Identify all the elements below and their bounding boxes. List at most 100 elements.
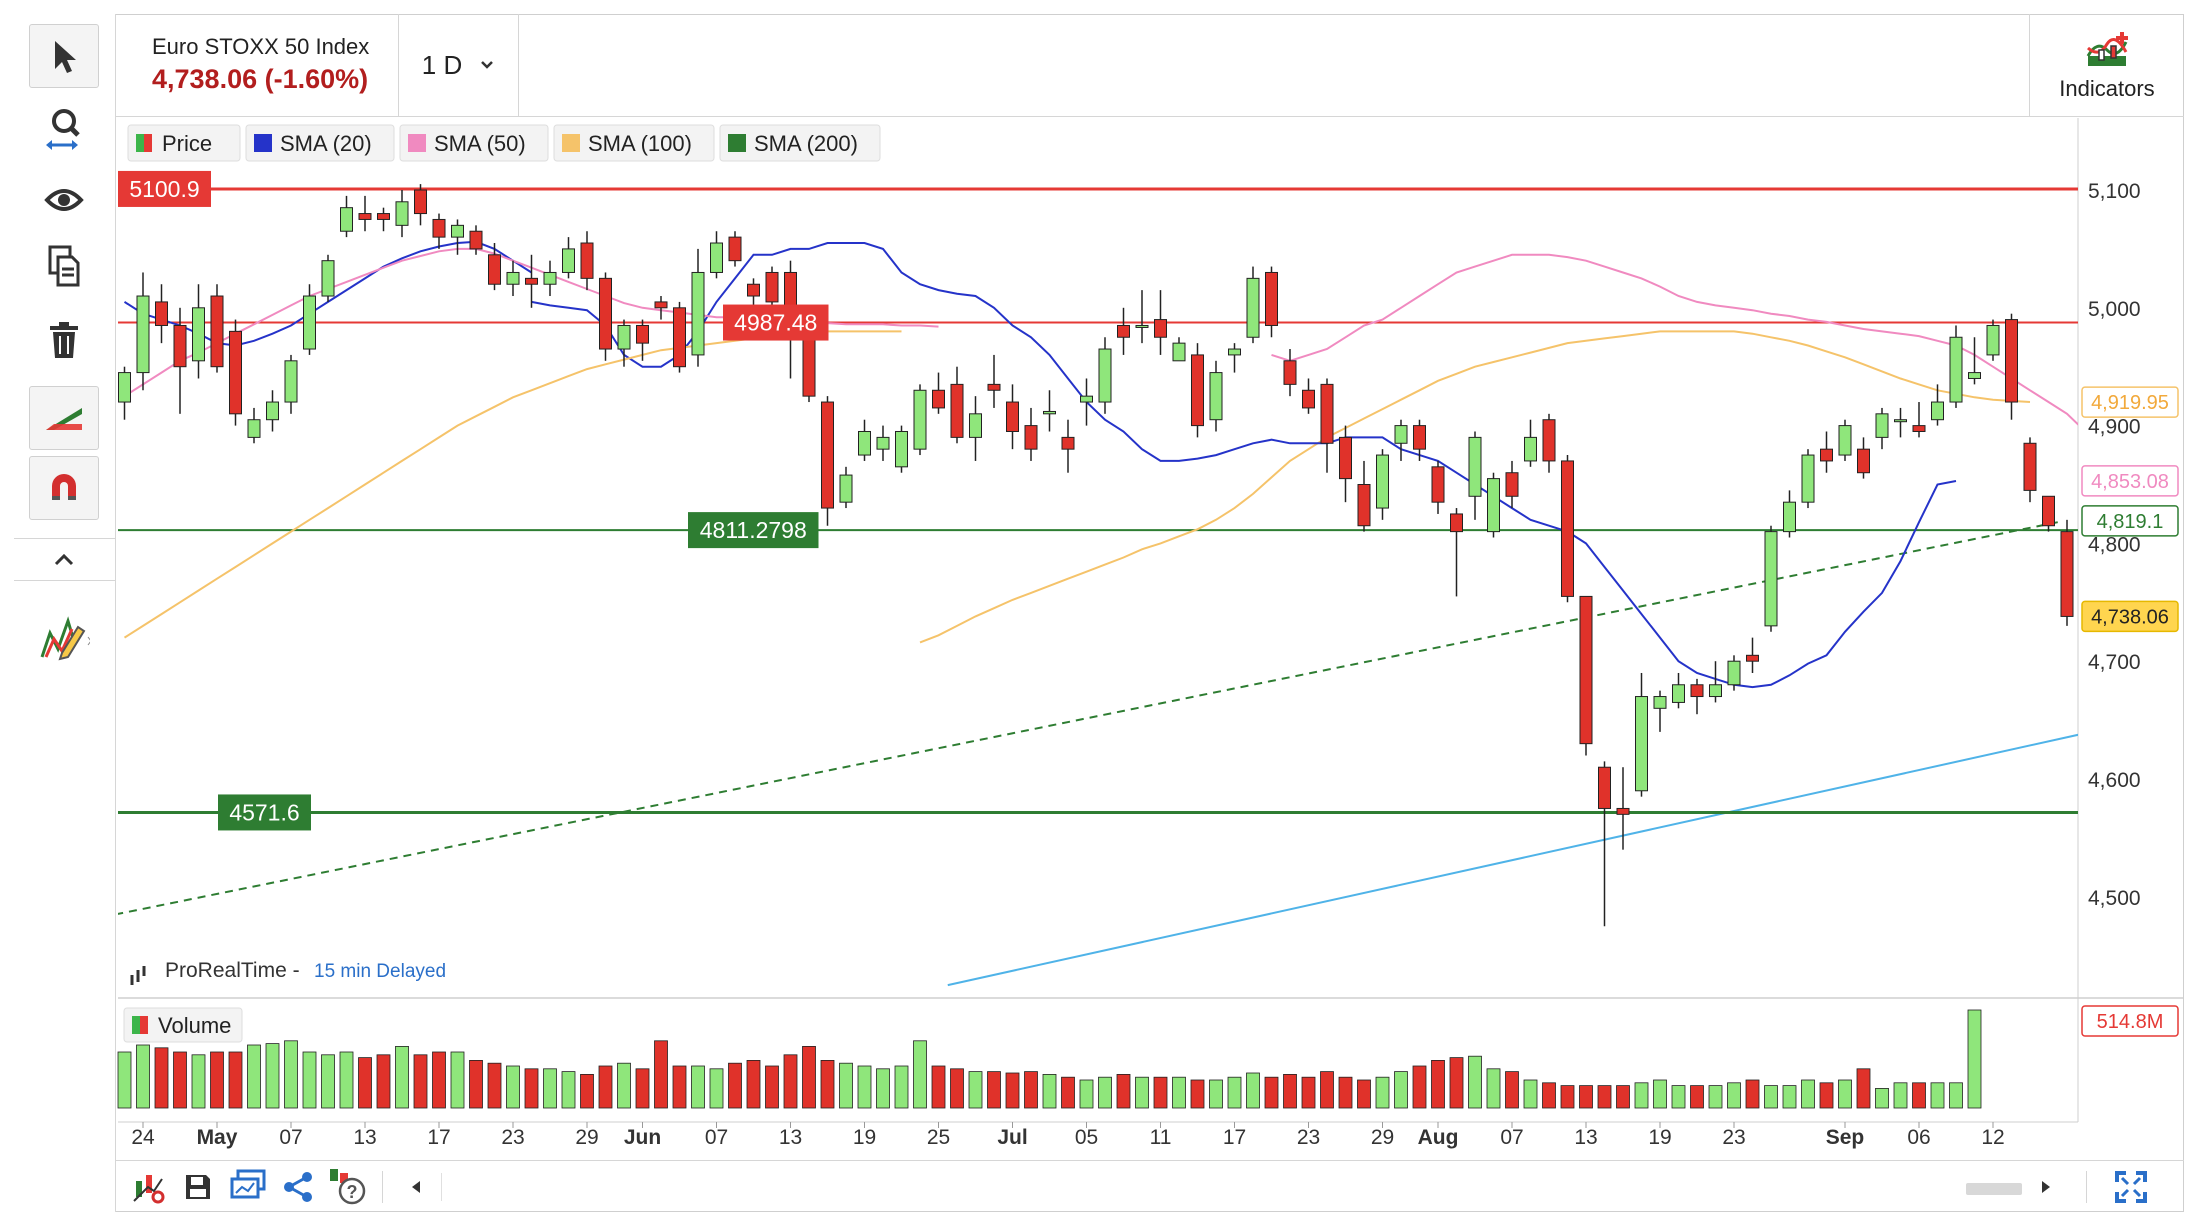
- legend-swatch-up: [136, 134, 144, 152]
- candle-down: [229, 330, 242, 415]
- draw-trend-icon[interactable]: [29, 386, 99, 450]
- sma50-line: [1271, 253, 2078, 426]
- x-tick-label: 23: [501, 1126, 524, 1149]
- y-tick-label: 4,800: [2088, 533, 2141, 556]
- sma100-line: [919, 330, 2031, 644]
- candle-down: [1598, 766, 1611, 809]
- candle-down: [1339, 436, 1352, 480]
- layout-icon[interactable]: [228, 1167, 268, 1207]
- legend-chip: [719, 124, 881, 162]
- timeframe-selector[interactable]: 1 D: [398, 14, 519, 116]
- candle-up: [118, 372, 131, 403]
- indicators-icon: [2086, 32, 2128, 66]
- candle-up: [1672, 684, 1685, 703]
- candle-down: [636, 324, 649, 344]
- candle-down: [1857, 448, 1870, 474]
- candle-down: [1561, 460, 1574, 597]
- volume-bar: [1708, 1085, 1723, 1109]
- volume-bar: [154, 1047, 169, 1109]
- volume-bar: [580, 1074, 594, 1109]
- volume-bar: [746, 1060, 761, 1109]
- x-tick-label: 19: [853, 1126, 876, 1149]
- svg-text:?: ?: [347, 1182, 358, 1202]
- candle-up: [895, 430, 908, 468]
- volume-bar: [1246, 1072, 1260, 1109]
- zoom-icon[interactable]: [29, 96, 99, 160]
- y-tick-label: 4,900: [2088, 416, 2141, 439]
- legend-swatch: [408, 134, 426, 152]
- volume-bar: [1283, 1074, 1297, 1109]
- prorealtime-logo-icon: [130, 966, 146, 985]
- volume-badge-label: 514.8M: [2097, 1011, 2164, 1033]
- share-icon[interactable]: [278, 1167, 318, 1207]
- y-tick-label: 4,500: [2088, 887, 2141, 910]
- legend-swatch-down: [144, 134, 152, 152]
- collapse-icon[interactable]: [29, 540, 99, 580]
- volume-bar: [1856, 1068, 1871, 1109]
- volume-bar: [617, 1062, 631, 1109]
- volume-bar: [191, 1054, 206, 1109]
- volume-bar: [1579, 1085, 1593, 1109]
- sma20-line: [531, 242, 1957, 689]
- price-plot: [118, 184, 2078, 987]
- candle-down: [747, 283, 760, 297]
- candle-down: [821, 401, 834, 509]
- volume-bar: [654, 1040, 668, 1109]
- indicators-button[interactable]: Indicators: [2029, 14, 2184, 116]
- instrument-info[interactable]: Euro STOXX 50 Index 4,738.06 (-1.60%): [116, 14, 399, 116]
- x-tick-label: 11: [1150, 1126, 1172, 1149]
- volume-bar: [228, 1051, 243, 1109]
- volume-bar: [894, 1065, 909, 1109]
- candle-down: [1117, 324, 1130, 338]
- candle-up: [969, 413, 982, 438]
- volume-swatch-down: [140, 1016, 148, 1034]
- x-tick-label: 05: [1075, 1126, 1098, 1149]
- cursor-icon[interactable]: [29, 24, 99, 88]
- pencil-icon[interactable]: [29, 606, 99, 670]
- blue-trend-line: [947, 733, 2078, 987]
- volume-bar: [1005, 1072, 1020, 1109]
- candle-up: [247, 419, 261, 438]
- candle-up: [876, 436, 890, 450]
- fullscreen-icon[interactable]: [2111, 1167, 2151, 1207]
- magnet-icon[interactable]: [29, 456, 99, 520]
- volume-bar: [1542, 1082, 1556, 1109]
- candle-up: [1931, 401, 1944, 421]
- candle-up: [1209, 372, 1223, 421]
- x-tick-label: 17: [427, 1126, 450, 1149]
- x-tick-label: Sep: [1826, 1126, 1865, 1149]
- candle-up: [303, 295, 316, 350]
- candle-down: [1616, 807, 1630, 815]
- trash-icon[interactable]: [29, 308, 99, 372]
- candle-up: [1043, 410, 1056, 415]
- volume-bar: [339, 1051, 354, 1109]
- help-icon[interactable]: ?: [326, 1167, 366, 1207]
- volume-bar: [358, 1057, 372, 1109]
- volume-bar: [1764, 1085, 1778, 1109]
- volume-bar: [1061, 1076, 1075, 1109]
- scroll-left-icon[interactable]: [396, 1167, 436, 1207]
- copy-icon[interactable]: [29, 234, 99, 298]
- x-tick-label: Jun: [624, 1126, 661, 1149]
- candle-up: [1098, 348, 1112, 403]
- scrollbar-thumb[interactable]: [1966, 1183, 2022, 1195]
- volume-bar: [1449, 1057, 1464, 1109]
- save-icon[interactable]: [178, 1167, 218, 1207]
- legend-chip: [245, 124, 395, 162]
- volume-bar: [765, 1065, 779, 1109]
- x-tick-label: 17: [1223, 1126, 1246, 1149]
- level-label: 5100.9: [129, 176, 199, 202]
- scroll-right-icon[interactable]: [2026, 1167, 2066, 1207]
- volume-bar: [1024, 1071, 1038, 1109]
- volume-bar: [1172, 1076, 1186, 1109]
- candle-up: [1468, 436, 1482, 497]
- candle-up: [1135, 324, 1149, 328]
- volume-bar: [1153, 1076, 1168, 1109]
- volume-bar: [950, 1068, 964, 1109]
- volume-bar: [321, 1054, 335, 1109]
- indicators-label: Indicators: [2059, 76, 2155, 101]
- eye-icon[interactable]: [29, 168, 99, 232]
- candle-down: [358, 213, 372, 220]
- chart-settings-icon[interactable]: [128, 1167, 168, 1207]
- candle-up: [266, 401, 279, 421]
